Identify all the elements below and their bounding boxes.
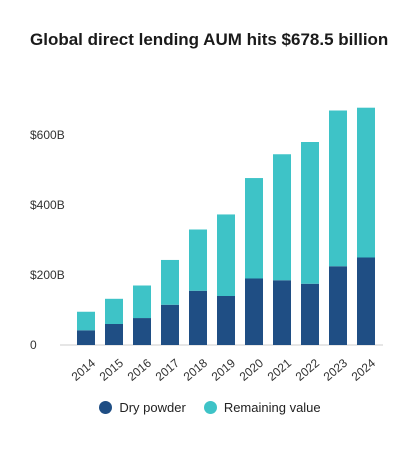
- bar-remaining-value: [273, 154, 291, 281]
- x-tick-label: 2019: [209, 356, 239, 384]
- bar-dry-powder: [105, 324, 123, 345]
- bar-dry-powder: [217, 296, 235, 345]
- bar-dry-powder: [301, 283, 319, 345]
- x-tick-label: 2021: [265, 356, 295, 384]
- x-tick-label: 2014: [69, 356, 99, 384]
- bar-remaining-value: [301, 142, 319, 284]
- legend-item-remaining-value: Remaining value: [203, 400, 321, 415]
- bar-dry-powder: [161, 304, 179, 345]
- x-tick-label: 2024: [349, 356, 379, 384]
- bar-remaining-value: [245, 178, 263, 279]
- legend-label-remaining-value: Remaining value: [223, 400, 321, 415]
- y-tick-label: $600B: [30, 128, 65, 142]
- y-tick-label: 0: [30, 338, 37, 352]
- bar-dry-powder: [329, 266, 347, 345]
- y-tick-label: $200B: [30, 268, 65, 282]
- legend: Dry powder Remaining value: [0, 400, 420, 415]
- bar-remaining-value: [357, 107, 375, 258]
- bar-dry-powder: [189, 290, 207, 345]
- bar-dry-powder: [77, 330, 95, 345]
- bar-remaining-value: [161, 259, 179, 305]
- bar-dry-powder: [273, 280, 291, 345]
- bar-dry-powder: [357, 257, 375, 345]
- bar-dry-powder: [245, 278, 263, 345]
- bar-remaining-value: [217, 214, 235, 296]
- x-tick-label: 2015: [97, 356, 127, 384]
- legend-swatch-dry-powder: [99, 401, 113, 414]
- legend-swatch-remaining-value: [203, 401, 217, 414]
- x-tick-label: 2017: [153, 356, 183, 384]
- bar-remaining-value: [329, 110, 347, 267]
- bar-dry-powder: [133, 318, 151, 345]
- x-tick-label: 2016: [125, 356, 155, 384]
- x-tick-label: 2023: [321, 356, 351, 384]
- x-tick-label: 2022: [293, 356, 323, 384]
- x-tick-label: 2020: [237, 356, 267, 384]
- x-tick-label: 2018: [181, 356, 211, 384]
- legend-label-dry-powder: Dry powder: [119, 400, 186, 415]
- bar-remaining-value: [133, 285, 151, 319]
- bar-remaining-value: [189, 229, 207, 291]
- chart-title: Global direct lending AUM hits $678.5 bi…: [30, 30, 389, 49]
- bar-remaining-value: [105, 298, 123, 324]
- bar-remaining-value: [77, 311, 95, 331]
- y-tick-label: $400B: [30, 198, 65, 212]
- legend-item-dry-powder: Dry powder: [99, 400, 186, 415]
